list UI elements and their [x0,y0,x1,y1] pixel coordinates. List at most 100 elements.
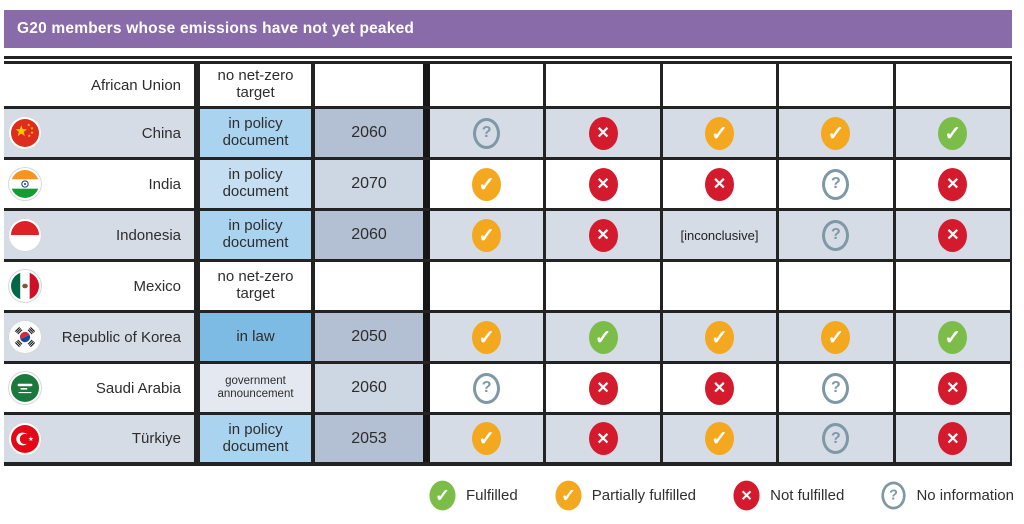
indonesia-flag-icon [11,221,39,249]
partially-fulfilled-icon: ✓ [555,480,582,511]
not-fulfilled-icon: ✕ [588,422,618,455]
country-name: Saudi Arabia [95,379,181,397]
assessment-cell: ? [779,364,896,412]
country-cell: Mexico [4,262,200,310]
not-fulfilled-icon: ✕ [938,167,968,201]
assessment-cell [896,64,1012,106]
country-name: China [141,124,181,142]
table-row: Türkiye in policy document 2053 ✓ ✕ ✓ ? … [4,415,1012,466]
fulfilled-icon: ✓ [938,116,968,150]
partially-fulfilled-icon: ✓ [704,320,734,354]
partially-fulfilled-icon: ✓ [472,218,502,252]
assessment-cell: ✓ [779,313,896,361]
fulfilled-icon: ✓ [588,320,618,354]
table-row: Saudi Arabia government announcement 206… [4,364,1012,415]
legend-label: No information [916,487,1014,504]
korea-flag-icon [11,323,39,351]
assessment-cell [663,262,780,310]
assessment-cell: ✕ [896,211,1012,259]
net-zero-status-text: in policy document [222,115,289,149]
assessment-cell [779,262,896,310]
assessment-cell [546,64,663,106]
legend-label: Partially fulfilled [591,487,697,504]
net-zero-status-text: no net-zero target [217,67,294,101]
country-cell: India [4,160,200,208]
not-fulfilled-icon: ✕ [704,371,734,405]
legend-item-not-fulfilled: ✕ Not fulfilled [732,479,844,512]
table-row: Indonesia in policy document 2060 ✓ ✕ [i… [4,211,1012,262]
assessment-cell: ✕ [663,160,780,208]
target-year-cell: 2060 [315,211,430,259]
target-year-cell [315,262,430,310]
no-information-icon: ? [881,481,907,510]
net-zero-status-cell: no net-zero target [200,64,315,106]
assessment-cell: ✕ [546,160,663,208]
not-fulfilled-icon: ✕ [704,167,734,201]
net-zero-status-text: in policy document [222,217,289,251]
net-zero-status-text: in policy document [222,166,289,200]
assessment-cell [430,262,547,310]
not-fulfilled-icon: ✕ [588,167,618,201]
assessment-cell [779,64,896,106]
legend-item-no-information: ? No information [880,480,1014,511]
emissions-table: African Union no net-zero target China i… [4,56,1012,466]
turkiye-flag-icon [11,424,39,453]
country-name: Republic of Korea [61,328,181,346]
country-name: Mexico [133,277,181,295]
assessment-cell: ✕ [546,364,663,412]
table-row: India in policy document 2070 ✓ ✕ ✕ ? ✕ [4,160,1012,211]
assessment-cell: ✓ [779,109,896,157]
assessment-cell: ✕ [546,109,663,157]
table-row: Mexico no net-zero target [4,262,1012,313]
net-zero-status-text: no net-zero target [217,268,294,302]
assessment-cell: ✓ [663,109,780,157]
net-zero-status-cell: government announcement [200,364,315,412]
partially-fulfilled-icon: ✓ [704,422,734,455]
assessment-cell: ? [430,109,547,157]
partially-fulfilled-icon: ✓ [704,116,734,150]
table-top-rule [4,56,1012,64]
table-title-bar: G20 members whose emissions have not yet… [4,10,1012,48]
assessment-cell [896,262,1012,310]
no-information-icon: ? [822,372,850,404]
not-fulfilled-icon: ✕ [938,371,968,405]
legend-item-fulfilled: ✓ Fulfilled [428,479,518,512]
figure: G20 members whose emissions have not yet… [4,10,1014,512]
partially-fulfilled-icon: ✓ [472,422,502,455]
assessment-cell: ✕ [896,415,1012,462]
assessment-cell: ✓ [663,415,780,462]
not-fulfilled-icon: ✕ [588,371,618,405]
saudi-arabia-flag-icon [11,374,39,402]
not-fulfilled-icon: ✕ [588,218,618,252]
assessment-cell: ? [779,415,896,462]
assessment-cell: ✓ [430,415,547,462]
legend-label: Not fulfilled [770,487,845,504]
country-cell: Saudi Arabia [4,364,200,412]
target-year-cell [315,64,430,106]
no-information-icon: ? [822,423,850,454]
no-information-icon: ? [822,219,850,251]
net-zero-status-text: in law [236,327,275,345]
assessment-cell: ✕ [896,160,1012,208]
target-year-cell: 2053 [315,415,430,462]
assessment-cell: ✓ [430,211,547,259]
net-zero-status-text: in policy document [222,420,289,455]
mexico-flag-icon [11,272,39,300]
target-year-cell: 2060 [315,109,430,157]
country-cell: China [4,109,200,157]
legend-label: Fulfilled [466,487,518,504]
country-cell: Indonesia [4,211,200,259]
table-title: G20 members whose emissions have not yet… [17,20,415,37]
partially-fulfilled-icon: ✓ [472,320,502,354]
country-name: African Union [90,76,181,94]
table-row: China in policy document 2060 ? ✕ ✓ ✓ ✓ [4,109,1012,160]
china-flag-icon [11,119,39,147]
net-zero-status-text: government announcement [217,374,294,400]
not-fulfilled-icon: ✕ [733,480,760,511]
assessment-cell: ✓ [896,313,1012,361]
net-zero-status-cell: no net-zero target [200,262,315,310]
net-zero-status-cell: in policy document [200,109,315,157]
country-cell: Republic of Korea [4,313,200,361]
legend: ✓ Fulfilled ✓ Partially fulfilled ✕ Not … [428,479,1014,512]
net-zero-status-cell: in policy document [200,211,315,259]
